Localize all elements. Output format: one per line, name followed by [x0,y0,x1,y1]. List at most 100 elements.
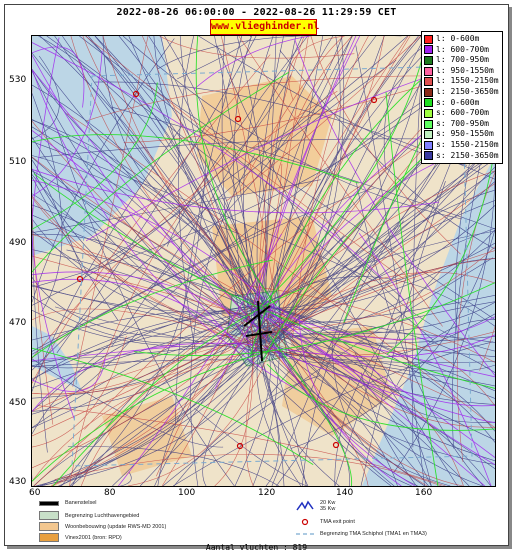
legend-label: Woonbebouwing (update RWS-MD 2001) [65,523,167,530]
site-badge[interactable]: www.vlieghinder.nl [210,19,319,35]
flight-track [69,145,233,486]
flight-track [252,153,495,308]
tma-exit-points [76,90,378,450]
legend-tma-exit: TMA exit point [296,518,355,526]
flight-track [238,36,443,327]
flight-track [258,340,495,465]
legend-item: l: 1550-2150m [424,76,500,87]
flight-track [32,169,440,214]
flight-track [270,334,495,358]
flight-track [246,36,444,338]
flight-track [32,277,251,338]
flight-track [102,36,217,247]
flight-track [32,342,258,412]
flight-track [52,287,305,486]
flight-track [355,45,425,486]
flight-track [269,137,495,318]
x-tick: 60 [29,488,41,498]
flight-track [360,181,446,486]
flight-track [386,145,495,355]
flight-track [160,36,274,302]
flight-track [32,71,290,273]
y-tick: 530 [9,75,27,85]
legend-label: s: 2150-3650m [436,150,499,160]
flight-track [85,36,404,280]
flight-track [32,82,158,230]
flight-track [325,166,495,355]
flight-track [67,446,279,486]
flight-track [276,378,350,486]
flight-track [32,295,257,344]
flight-track [214,324,254,486]
flight-track [298,314,402,486]
flight-track [248,336,492,486]
flight-track [32,345,225,437]
flight-track [71,158,207,486]
flight-track [263,36,385,315]
legend-label: l: 1550-2150m [436,76,499,86]
flight-track [279,50,495,250]
flight-track [148,36,343,289]
wind-symbol-icon [296,500,314,511]
legend-item: l: 700-950m [424,55,500,66]
flight-track [134,282,495,357]
legend-label: s: 950-1550m [436,129,494,139]
flight-track [257,355,279,486]
flight-track [56,127,235,486]
flight-track [32,351,270,482]
flight-track [32,347,314,465]
flight-track [193,36,424,90]
flight-track [248,360,392,486]
flight-track [32,70,275,357]
x-tick: 100 [178,488,196,498]
y-tick: 510 [9,157,27,167]
flight-track [252,303,429,486]
flight-track [32,42,382,278]
flight-track [266,309,486,486]
flight-track [32,50,103,197]
flight-track [273,331,495,356]
legend-swatch [424,140,433,150]
flight-track [54,454,442,486]
flight-track [175,36,243,424]
flight-track [32,38,175,303]
flight-track [102,36,219,237]
flight-track [32,230,270,328]
legend-label: 35 Kw [320,506,336,512]
flight-track [190,153,256,486]
flight-track [265,36,309,348]
flight-track [263,346,495,423]
flight-track [172,341,494,486]
legend-label: l: 2150-3650m [436,86,499,96]
flight-track [358,232,492,486]
chart-title: 2022-08-26 06:00:00 - 2022-08-26 11:29:5… [116,7,397,18]
flight-track [247,230,495,312]
flight-track [250,36,377,149]
legend-swatch [424,119,433,129]
legend-item: s: 950-1550m [424,129,500,140]
flight-track [142,36,258,352]
legend-swatch [424,108,433,118]
flight-track [51,328,250,486]
chart-frame: 2022-08-26 06:00:00 - 2022-08-26 11:29:5… [4,4,509,552]
x-tick: 140 [336,488,354,498]
flight-track [32,90,338,359]
flight-track [32,305,268,369]
flight-track [39,36,256,319]
legend-label: Banenstelsel [65,500,97,506]
legend-label: Vinex2001 (bron: RPD) [65,534,122,541]
flight-track [117,233,282,486]
flight-tracks-landing [32,36,495,486]
flight-track [263,170,495,313]
flight-track [32,357,106,392]
flight-track [32,179,277,310]
legend-vinex: Vinex2001 (bron: RPD) [39,533,122,542]
flight-track [270,320,495,428]
flight-track [148,36,264,323]
flight-track [264,302,495,335]
flight-track [52,471,132,486]
legend-item: s: 600-700m [424,108,500,119]
flight-track [305,276,495,327]
flight-track [253,36,361,307]
flight-track [272,344,416,486]
